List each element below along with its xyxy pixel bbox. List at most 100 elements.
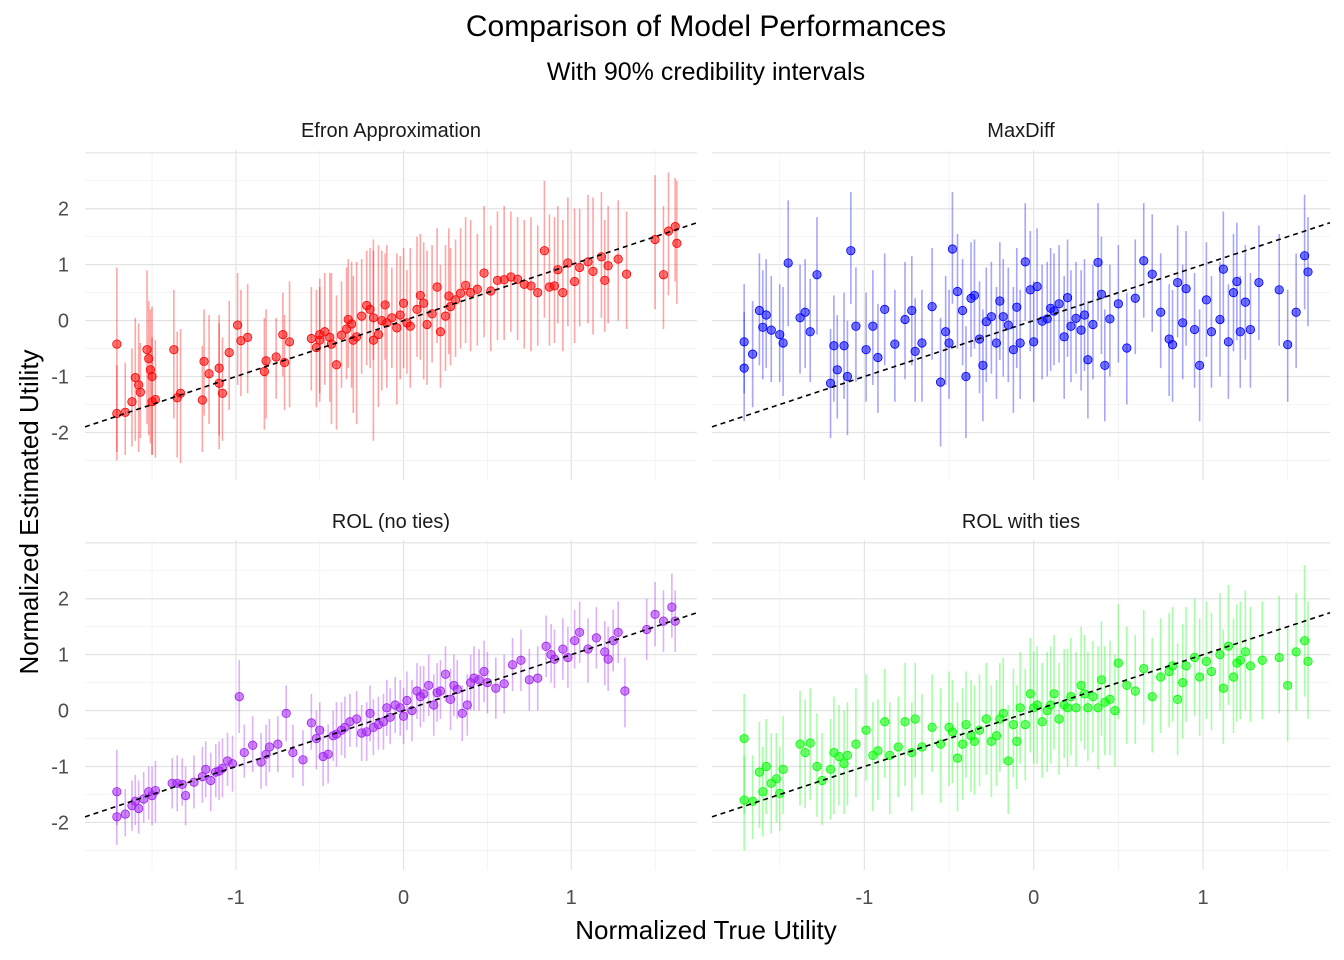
data-point bbox=[1130, 293, 1140, 303]
data-point bbox=[224, 347, 234, 358]
y-tick-label: 1 bbox=[58, 645, 69, 667]
data-point bbox=[204, 369, 214, 379]
data-point bbox=[621, 269, 632, 279]
data-point bbox=[382, 703, 392, 713]
data-point bbox=[1201, 295, 1212, 305]
data-point bbox=[851, 321, 861, 331]
data-point bbox=[1008, 719, 1018, 730]
data-point bbox=[315, 725, 325, 735]
data-point bbox=[842, 750, 853, 760]
y-tick-label: 2 bbox=[58, 199, 69, 221]
y-axis-label: Normalized Estimated Utility bbox=[14, 349, 44, 674]
data-point bbox=[842, 371, 853, 382]
data-point bbox=[479, 268, 489, 278]
data-point bbox=[424, 680, 434, 691]
data-point bbox=[588, 266, 598, 276]
data-point bbox=[1173, 694, 1183, 705]
data-point bbox=[288, 747, 298, 758]
data-point bbox=[1181, 284, 1191, 294]
data-point bbox=[1029, 337, 1039, 347]
data-point bbox=[549, 281, 560, 291]
data-point bbox=[368, 313, 378, 323]
data-point bbox=[1071, 703, 1081, 713]
data-point bbox=[775, 329, 785, 340]
data-point bbox=[754, 305, 765, 316]
data-point bbox=[868, 321, 878, 331]
data-point bbox=[150, 394, 161, 405]
data-point bbox=[761, 310, 771, 320]
data-point bbox=[144, 354, 154, 364]
data-point bbox=[893, 742, 903, 752]
panel-strip-label: ROL (no ties) bbox=[332, 511, 450, 533]
data-point bbox=[957, 739, 968, 749]
data-point bbox=[974, 725, 985, 735]
data-point bbox=[873, 352, 883, 363]
data-point bbox=[524, 675, 534, 685]
data-point bbox=[927, 302, 937, 312]
data-point bbox=[907, 305, 917, 316]
data-point bbox=[944, 338, 954, 348]
data-point bbox=[1232, 276, 1242, 287]
data-point bbox=[261, 356, 271, 366]
data-point bbox=[1088, 319, 1098, 330]
data-point bbox=[778, 764, 788, 774]
panel-strip-label: Efron Approximation bbox=[301, 120, 481, 142]
data-point bbox=[825, 764, 836, 774]
data-point bbox=[533, 673, 543, 683]
data-point bbox=[998, 312, 1008, 322]
data-point bbox=[419, 689, 429, 699]
data-point bbox=[395, 310, 405, 320]
data-point bbox=[941, 327, 951, 337]
data-point bbox=[402, 695, 412, 706]
data-point bbox=[1178, 318, 1188, 328]
data-point bbox=[362, 727, 372, 737]
data-point bbox=[1088, 692, 1098, 702]
data-point bbox=[880, 304, 890, 315]
data-point bbox=[947, 244, 958, 254]
data-point bbox=[217, 388, 228, 398]
data-point bbox=[1235, 327, 1245, 337]
data-point bbox=[1032, 281, 1042, 292]
data-point bbox=[739, 363, 749, 373]
data-point bbox=[112, 339, 122, 349]
data-point bbox=[880, 717, 890, 727]
data-point bbox=[1139, 664, 1149, 674]
data-point bbox=[1071, 313, 1081, 323]
panel-3: ROL (no ties) -2 -1 0 1 2 -1 0 1 bbox=[51, 511, 698, 909]
data-point bbox=[112, 812, 122, 822]
data-point bbox=[1181, 661, 1191, 671]
data-point bbox=[1020, 719, 1030, 730]
y-tick-label: -2 bbox=[51, 422, 69, 444]
y-tick-label: 0 bbox=[58, 311, 69, 333]
data-point bbox=[1093, 703, 1103, 713]
data-point bbox=[412, 304, 422, 315]
data-point bbox=[907, 747, 917, 758]
data-point bbox=[873, 746, 883, 756]
data-point bbox=[1122, 680, 1132, 691]
y-tick-label: 2 bbox=[58, 589, 69, 611]
data-point bbox=[900, 717, 910, 727]
identity-reference-line bbox=[711, 221, 1331, 428]
data-point bbox=[1003, 320, 1013, 330]
data-point bbox=[259, 366, 270, 377]
data-point bbox=[1096, 289, 1107, 299]
data-point bbox=[917, 338, 927, 348]
data-point bbox=[1025, 689, 1035, 699]
data-point bbox=[783, 258, 793, 268]
x-tick-label: -1 bbox=[227, 887, 245, 909]
data-point bbox=[969, 290, 980, 301]
data-point bbox=[947, 727, 958, 737]
data-point bbox=[583, 644, 593, 654]
data-point bbox=[1062, 293, 1073, 303]
data-point bbox=[575, 627, 585, 637]
data-point bbox=[1054, 714, 1064, 724]
data-point bbox=[134, 803, 144, 814]
data-point bbox=[667, 602, 677, 612]
data-point bbox=[201, 764, 211, 774]
data-point bbox=[991, 338, 1002, 348]
data-point bbox=[805, 738, 815, 748]
data-point bbox=[1206, 666, 1217, 677]
data-point bbox=[961, 371, 971, 382]
data-point bbox=[395, 703, 405, 713]
data-point bbox=[583, 257, 593, 267]
